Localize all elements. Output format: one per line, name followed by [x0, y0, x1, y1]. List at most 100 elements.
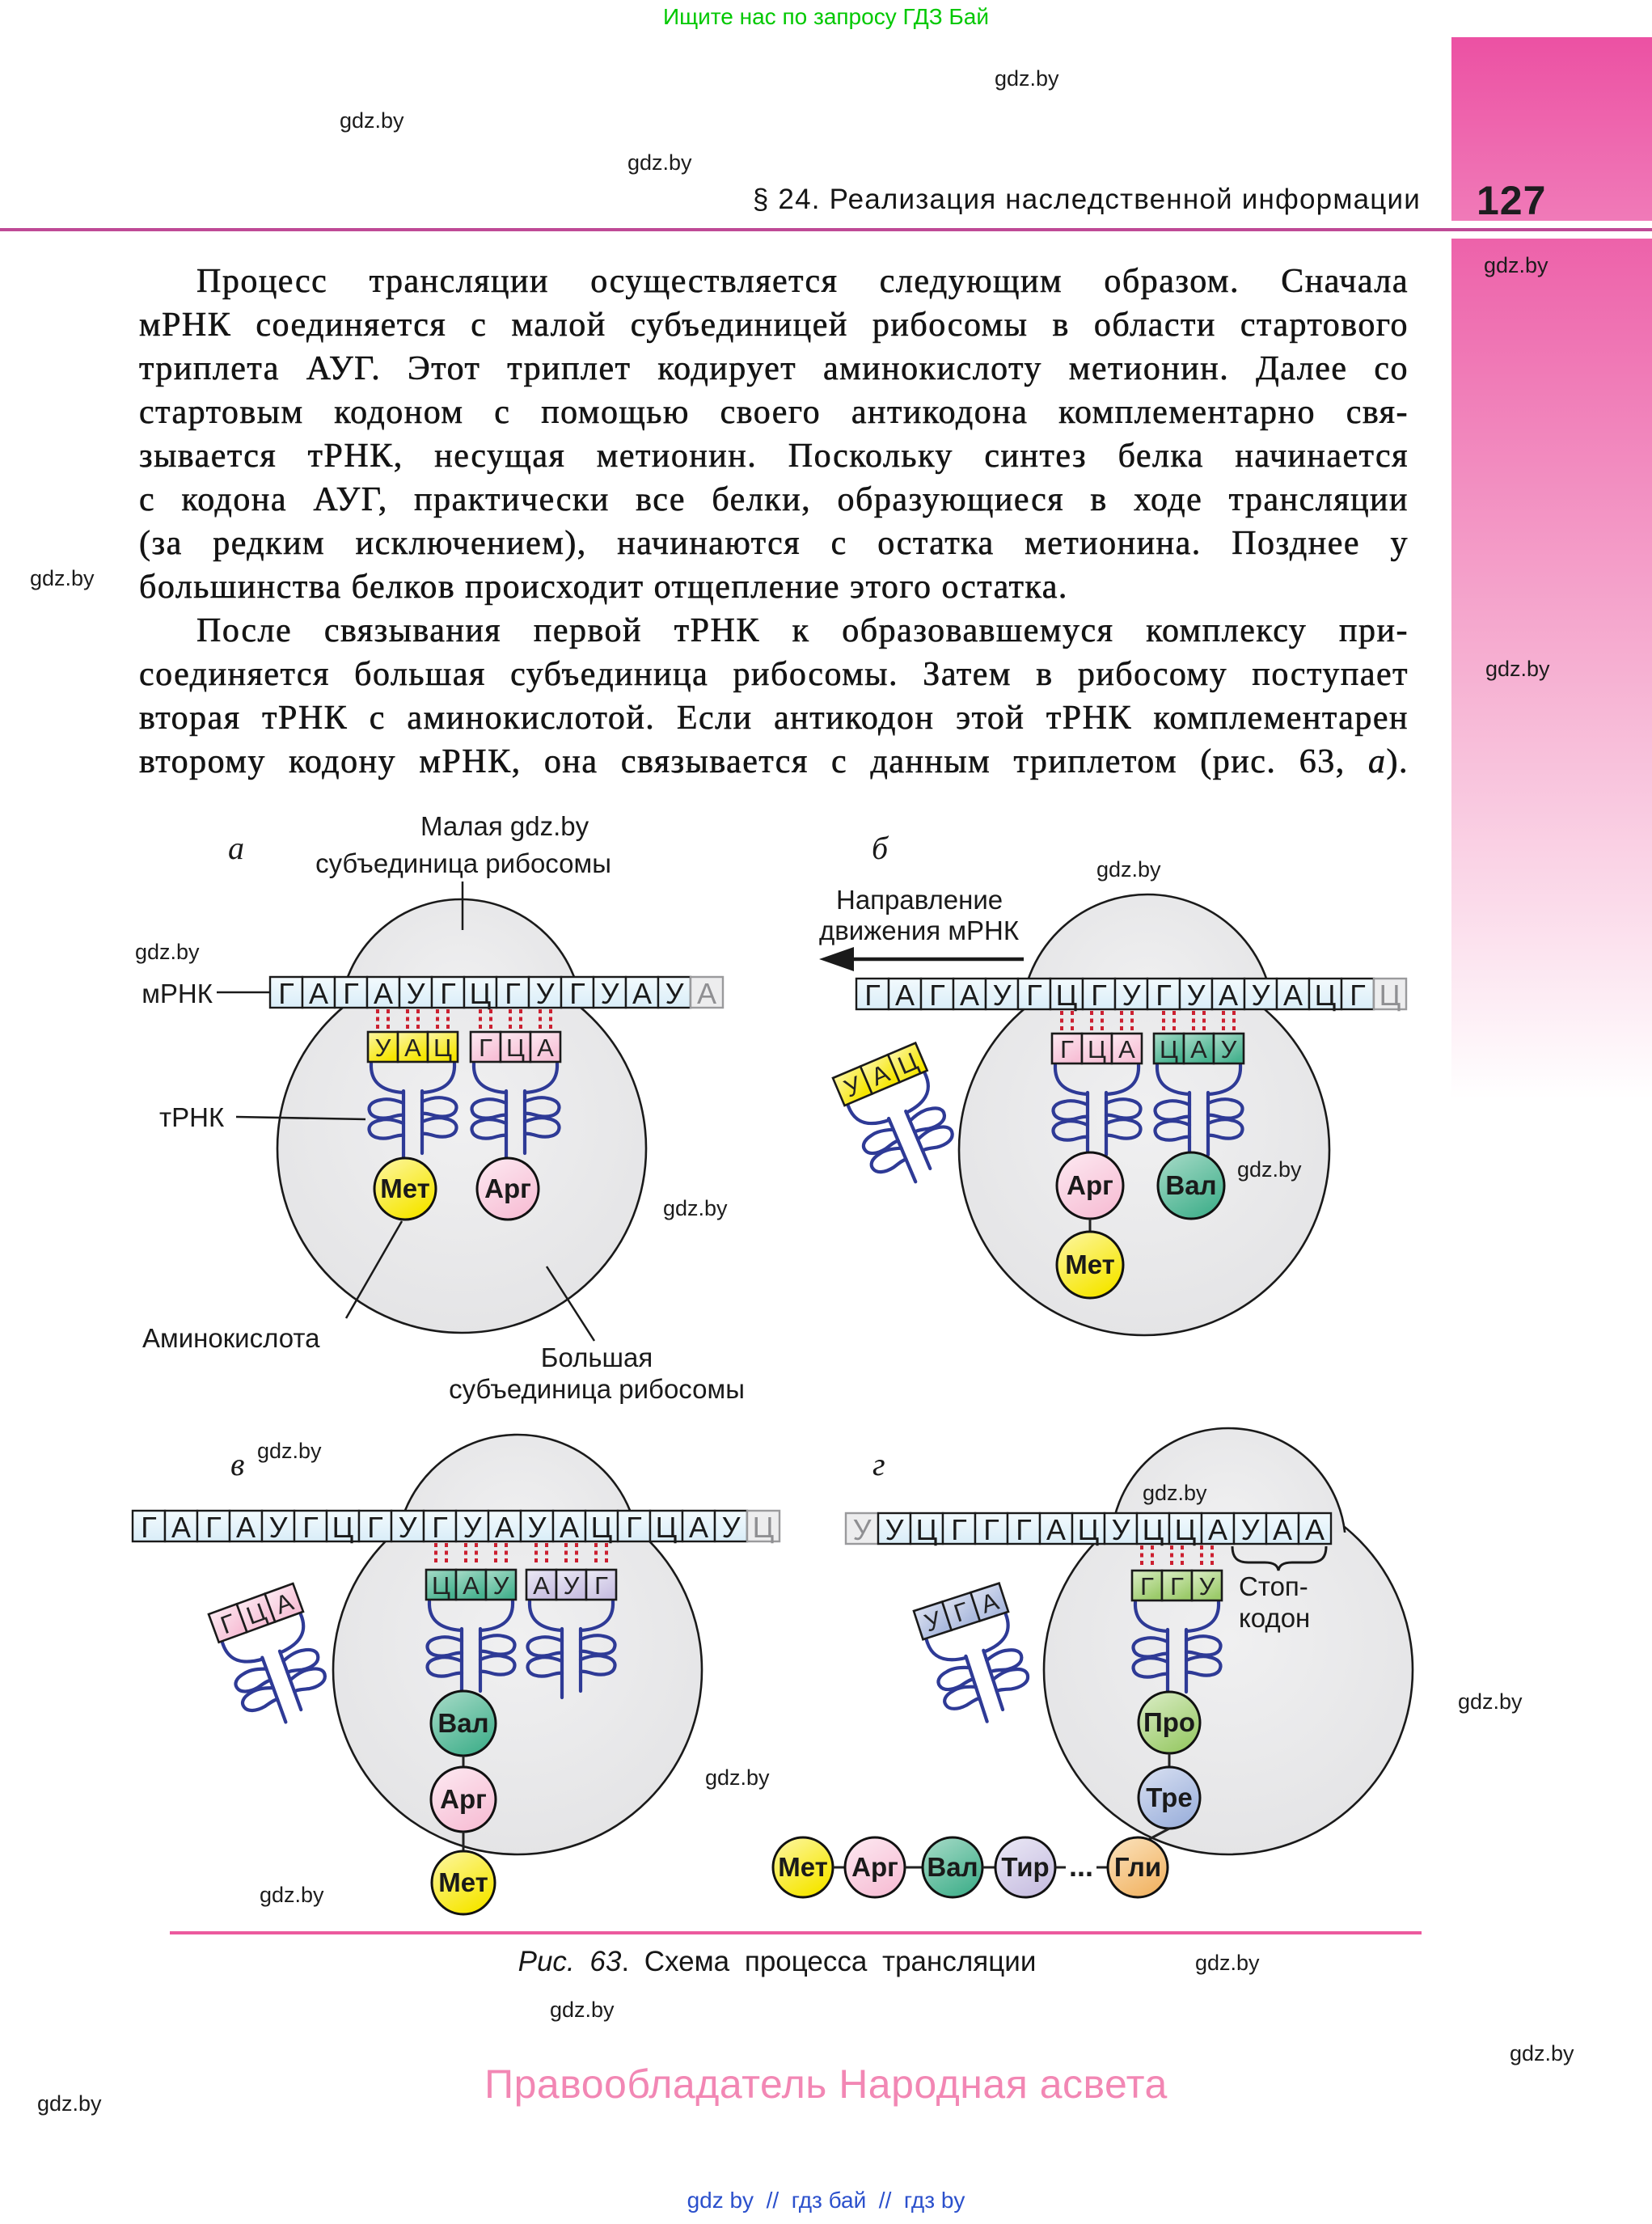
- svg-text:Г: Г: [569, 977, 585, 1010]
- svg-text:Г: Г: [951, 1513, 967, 1546]
- svg-text:gdz.by: gdz.by: [135, 940, 200, 964]
- svg-text:Г: Г: [343, 977, 359, 1010]
- svg-text:Ц: Ц: [432, 1571, 450, 1600]
- svg-text:Ц: Ц: [332, 1511, 354, 1544]
- svg-text:gdz.by: gdz.by: [1096, 857, 1161, 882]
- svg-text:Ц: Ц: [1078, 1513, 1100, 1546]
- svg-text:А: А: [1190, 1035, 1207, 1063]
- svg-text:Г: Г: [1350, 979, 1366, 1012]
- svg-text:Г: Г: [205, 1511, 222, 1544]
- svg-text:Г: Г: [1016, 1513, 1032, 1546]
- svg-text:Тир: Тир: [1001, 1852, 1049, 1882]
- svg-text:У: У: [885, 1513, 905, 1546]
- svg-text:gdz.by: gdz.by: [663, 1196, 728, 1220]
- svg-text:А: А: [689, 1511, 708, 1544]
- svg-text:У: У: [399, 1511, 418, 1544]
- svg-text:А: А: [1118, 1035, 1135, 1063]
- svg-text:У: У: [665, 977, 685, 1010]
- svg-text:А: А: [404, 1034, 421, 1062]
- svg-text:У: У: [1241, 1513, 1261, 1546]
- svg-text:А: А: [560, 1511, 579, 1544]
- svg-text:Г: Г: [594, 1571, 608, 1600]
- svg-text:г: г: [872, 1446, 885, 1482]
- svg-text:А: А: [1273, 1513, 1292, 1546]
- svg-text:Ц: Ц: [753, 1511, 775, 1544]
- svg-text:gdz.by: gdz.by: [1458, 1689, 1523, 1714]
- svg-text:Ц: Ц: [1143, 1513, 1164, 1546]
- svg-text:У: У: [407, 977, 426, 1010]
- svg-text:Арг: Арг: [1067, 1170, 1113, 1200]
- svg-text:А: А: [1219, 979, 1238, 1012]
- svg-text:А: А: [1283, 979, 1303, 1012]
- svg-text:А: А: [1046, 1513, 1066, 1546]
- svg-text:Мет: Мет: [778, 1852, 828, 1882]
- svg-text:Вал: Вал: [1165, 1170, 1216, 1200]
- svg-text:Г: Г: [367, 1511, 383, 1544]
- svg-text:У: У: [993, 979, 1012, 1012]
- svg-text:У: У: [1112, 1513, 1131, 1546]
- svg-text:Г: Г: [1156, 979, 1172, 1012]
- svg-text:У: У: [564, 1571, 580, 1600]
- svg-text:gdz.by: gdz.by: [1143, 1481, 1207, 1505]
- svg-text:Арг: Арг: [440, 1784, 487, 1814]
- svg-text:тРНК: тРНК: [159, 1102, 225, 1132]
- svg-text:У: У: [269, 1511, 289, 1544]
- svg-text:Вал: Вал: [437, 1708, 488, 1738]
- svg-text:У: У: [463, 1511, 483, 1544]
- svg-text:Ц: Ц: [470, 977, 492, 1010]
- svg-text:У: У: [1199, 1572, 1215, 1600]
- svg-text:Г: Г: [983, 1513, 999, 1546]
- svg-text:Ц: Ц: [1088, 1035, 1106, 1063]
- svg-text:...: ...: [1069, 1850, 1093, 1883]
- svg-text:субъединица рибосомы: субъединица рибосомы: [315, 848, 611, 878]
- svg-text:Большая: Большая: [541, 1342, 653, 1372]
- svg-text:А: А: [374, 977, 393, 1010]
- svg-text:Г: Г: [1060, 1035, 1074, 1063]
- svg-text:а: а: [228, 830, 244, 866]
- svg-text:Стоп-: Стоп-: [1239, 1571, 1308, 1601]
- svg-text:Ц: Ц: [656, 1511, 678, 1544]
- svg-text:Про: Про: [1143, 1707, 1195, 1737]
- svg-text:Ц: Ц: [1160, 1035, 1178, 1063]
- svg-text:У: У: [493, 1571, 509, 1600]
- svg-text:А: А: [1305, 1513, 1325, 1546]
- svg-text:Г: Г: [302, 1511, 319, 1544]
- svg-text:Ц: Ц: [1315, 979, 1337, 1012]
- svg-text:Вал: Вал: [927, 1852, 978, 1882]
- svg-text:Г: Г: [479, 1034, 492, 1062]
- svg-text:А: А: [1208, 1513, 1227, 1546]
- svg-text:Г: Г: [432, 1511, 448, 1544]
- svg-text:Арг: Арг: [484, 1173, 531, 1203]
- svg-text:Ц: Ц: [1056, 979, 1078, 1012]
- svg-text:gdz.by: gdz.by: [1237, 1157, 1302, 1182]
- svg-text:Г: Г: [1170, 1572, 1184, 1600]
- svg-text:Г: Г: [141, 1511, 157, 1544]
- svg-text:А: А: [895, 979, 915, 1012]
- svg-text:Г: Г: [505, 977, 521, 1010]
- svg-text:У: У: [1122, 979, 1142, 1012]
- svg-text:Г: Г: [929, 979, 945, 1012]
- svg-text:У: У: [536, 977, 556, 1010]
- svg-text:У: У: [528, 1511, 547, 1544]
- svg-text:Гли: Гли: [1114, 1852, 1161, 1882]
- svg-text:gdz.by: gdz.by: [260, 1883, 324, 1907]
- svg-text:А: А: [171, 1511, 191, 1544]
- svg-text:А: А: [960, 979, 979, 1012]
- svg-text:Г: Г: [864, 979, 881, 1012]
- svg-text:Г: Г: [626, 1511, 642, 1544]
- svg-text:gdz.by: gdz.by: [257, 1439, 322, 1463]
- svg-text:Ц: Ц: [591, 1511, 613, 1544]
- svg-text:А: А: [463, 1571, 480, 1600]
- svg-text:Мет: Мет: [1065, 1249, 1115, 1279]
- svg-text:А: А: [309, 977, 328, 1010]
- svg-text:Г: Г: [440, 977, 456, 1010]
- svg-text:б: б: [872, 830, 889, 866]
- svg-text:gdz.by: gdz.by: [705, 1765, 770, 1790]
- svg-text:Ц: Ц: [433, 1034, 452, 1062]
- svg-text:Г: Г: [278, 977, 294, 1010]
- svg-text:Малая gdz.by: Малая gdz.by: [420, 811, 589, 841]
- svg-text:А: А: [632, 977, 652, 1010]
- svg-text:Аминокислота: Аминокислота: [142, 1323, 320, 1353]
- svg-text:А: А: [537, 1034, 554, 1062]
- svg-text:У: У: [1221, 1035, 1237, 1063]
